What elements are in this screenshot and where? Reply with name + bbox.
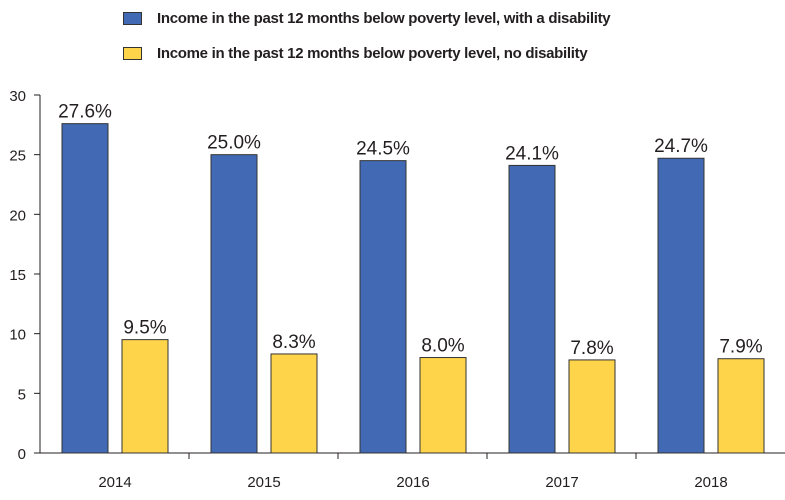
x-tick-label: 2015 <box>247 474 280 491</box>
data-label-with-disability: 24.1% <box>505 143 559 164</box>
x-tick-label: 2017 <box>545 474 578 491</box>
legend-item-with-disability: Income in the past 12 months below pover… <box>123 7 611 29</box>
bar-no-disability <box>568 359 616 454</box>
legend-swatch-no-disability <box>123 46 142 60</box>
data-label-with-disability: 27.6% <box>58 102 112 123</box>
legend-label-with-disability: Income in the past 12 months below pover… <box>157 9 611 27</box>
data-label-no-disability: 9.5% <box>123 318 166 339</box>
data-label-no-disability: 7.9% <box>719 337 762 358</box>
data-label-with-disability: 24.5% <box>356 139 410 160</box>
bar-with-disability <box>359 160 407 454</box>
data-label-with-disability: 25.0% <box>207 133 261 154</box>
data-label-no-disability: 7.8% <box>570 338 613 359</box>
bar-with-disability <box>657 157 705 454</box>
y-tick-label: 5 <box>18 386 26 403</box>
x-tick-label: 2016 <box>396 474 429 491</box>
bar-no-disability <box>270 353 318 454</box>
bar-chart: 0 5 10 15 20 25 30 27.6% 9.5% 25.0% 8.3% 24.5% 8.0%… <box>9 88 785 491</box>
chart-legend: Income in the past 12 months below pover… <box>0 0 785 78</box>
bar-no-disability <box>121 339 169 454</box>
y-tick-label: 15 <box>9 267 26 284</box>
x-tick-label: 2018 <box>694 474 727 491</box>
chart-x-tick-labels: 2014 2015 2016 2017 2018 <box>98 474 727 491</box>
bar-no-disability <box>717 358 765 454</box>
chart-bars <box>61 123 765 454</box>
bar-with-disability <box>508 164 556 454</box>
y-tick-label: 30 <box>9 88 26 105</box>
legend-swatch-with-disability <box>123 11 142 25</box>
legend-label-no-disability: Income in the past 12 months below pover… <box>157 44 588 62</box>
y-tick-label: 25 <box>9 148 26 165</box>
bar-with-disability <box>210 154 258 454</box>
y-tick-label: 0 <box>18 446 26 463</box>
y-tick-label: 20 <box>9 207 26 224</box>
bar-no-disability <box>419 357 467 454</box>
data-label-no-disability: 8.3% <box>272 332 315 353</box>
bar-with-disability <box>61 123 109 454</box>
x-tick-label: 2014 <box>98 474 131 491</box>
chart-data-labels: 27.6% 9.5% 25.0% 8.3% 24.5% 8.0% 24.1% 7.8% 24.7… <box>58 102 763 359</box>
y-tick-label: 10 <box>9 327 26 344</box>
legend-item-no-disability: Income in the past 12 months below pover… <box>123 42 588 64</box>
data-label-no-disability: 8.0% <box>421 336 464 357</box>
data-label-with-disability: 24.7% <box>654 136 708 157</box>
